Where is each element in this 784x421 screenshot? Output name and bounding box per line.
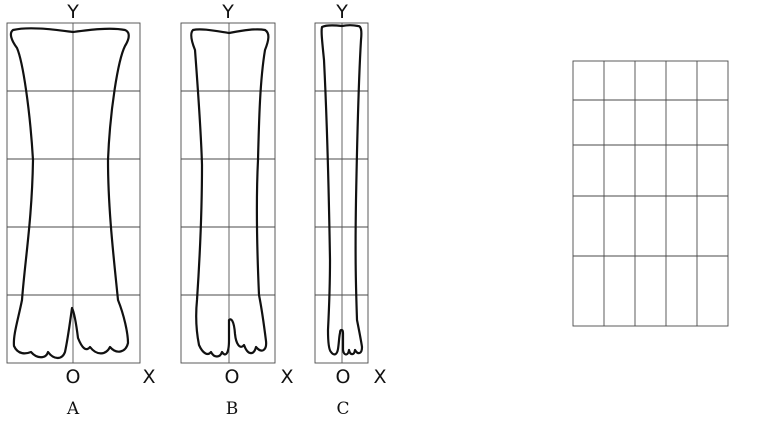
panel-a-y-label: Y	[66, 1, 79, 23]
panel-b-foot-outline	[190, 28, 270, 358]
panel-a-foot-outline	[9, 27, 130, 360]
panel-b-grid	[180, 22, 276, 364]
blank-grid	[572, 60, 729, 327]
panel-a-origin-label: O	[66, 366, 81, 388]
panel-b-caption: B	[226, 399, 239, 419]
panel-c-y-label: Y	[335, 1, 348, 23]
panel-c-x-label: X	[373, 366, 386, 388]
panel-b-x-label: X	[280, 366, 293, 388]
panel-c: Y O X C	[314, 1, 387, 419]
panel-c-caption: C	[336, 399, 349, 419]
panel-a-caption: A	[66, 399, 80, 419]
panel-c-foot-outline	[320, 24, 364, 356]
panel-c-origin-label: O	[336, 366, 351, 388]
panel-b: Y O X B	[180, 1, 294, 419]
panel-b-y-label: Y	[221, 1, 234, 23]
panel-a: Y O X A	[6, 1, 156, 419]
panel-b-origin-label: O	[225, 366, 240, 388]
panel-a-x-label: X	[142, 366, 155, 388]
